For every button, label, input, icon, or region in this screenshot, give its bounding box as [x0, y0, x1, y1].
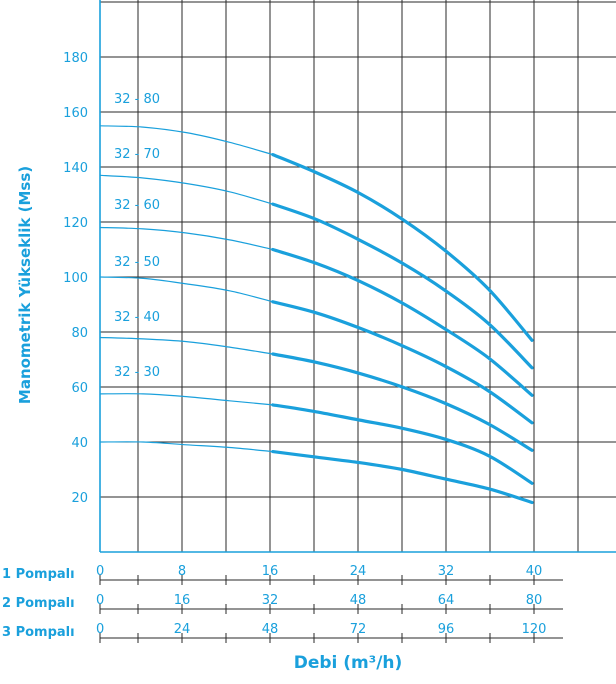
x-tick-label: 0: [96, 564, 104, 579]
series-label: 32 - 80: [114, 92, 160, 107]
y-axis-title: Manometrik Yükseklik (Mss): [16, 166, 34, 404]
x-tick-label: 48: [262, 622, 279, 637]
pump-curves: [99, 125, 534, 505]
y-tick-label: 40: [71, 436, 88, 451]
y-tick-label: 140: [63, 161, 88, 176]
x-axis-title: Debi (m³/h): [294, 653, 403, 673]
x-tick-label: 16: [174, 593, 191, 608]
x-tick-label: 24: [350, 564, 367, 579]
curve-0-operating-range: [271, 153, 534, 342]
curve-4-operating-range: [271, 352, 534, 452]
curve-6-operating-range: [271, 450, 534, 505]
series-label: 32 - 70: [114, 147, 160, 162]
x-tick-label: 8: [178, 564, 186, 579]
curve-1-low-flow: [99, 174, 273, 205]
y-tick-label: 60: [71, 381, 88, 396]
curve-6-low-flow: [99, 441, 273, 453]
curve-1-operating-range: [271, 202, 534, 370]
x-scale-name: 1 Pompalı: [2, 567, 75, 582]
y-tick-label: 180: [63, 51, 88, 66]
x-tick-label: 72: [350, 622, 367, 637]
y-tick-label: 160: [63, 106, 88, 121]
curve-5-low-flow: [99, 393, 273, 406]
y-tick-label: 80: [71, 326, 88, 341]
x-tick-label: 32: [262, 593, 279, 608]
curve-3-low-flow: [99, 276, 273, 303]
x-tick-label: 80: [526, 593, 543, 608]
curve-4-low-flow: [99, 336, 273, 355]
x-tick-label: 40: [526, 564, 543, 579]
x-tick-label: 48: [350, 593, 367, 608]
x-scale-name: 3 Pompalı: [2, 625, 75, 640]
curve-2-low-flow: [99, 226, 273, 251]
grid: [99, 0, 616, 553]
curve-0-low-flow: [99, 125, 273, 156]
x-tick-label: 32: [438, 564, 455, 579]
x-tick-label: 16: [262, 564, 279, 579]
y-tick-label: 100: [63, 271, 88, 286]
x-scale-name: 2 Pompalı: [2, 596, 75, 611]
series-labels: 32 - 80 32 - 70 32 - 60 32 - 50 32 - 40 32 - …: [114, 92, 160, 380]
x-tick-label: 0: [96, 622, 104, 637]
y-tick-label: 20: [71, 491, 88, 506]
x-scales: 1 Pompalı 0 8 16 24 32 40 2 Pompalı 0 16 32 48 64 80 3…: [2, 564, 563, 643]
y-tick-labels: 20 40 60 80 100 120 140 160 180: [63, 51, 88, 506]
x-tick-label: 0: [96, 593, 104, 608]
curve-5-operating-range: [271, 403, 534, 485]
x-tick-label: 96: [438, 622, 455, 637]
series-label: 32 - 30: [114, 365, 160, 380]
y-tick-label: 120: [63, 216, 88, 231]
curve-3-operating-range: [271, 300, 534, 425]
series-label: 32 - 50: [114, 255, 160, 270]
series-label: 32 - 40: [114, 310, 160, 325]
curve-2-operating-range: [271, 247, 534, 397]
series-label: 32 - 60: [114, 198, 160, 213]
x-tick-label: 120: [522, 622, 547, 637]
x-tick-label: 64: [438, 593, 455, 608]
x-tick-label: 24: [174, 622, 191, 637]
